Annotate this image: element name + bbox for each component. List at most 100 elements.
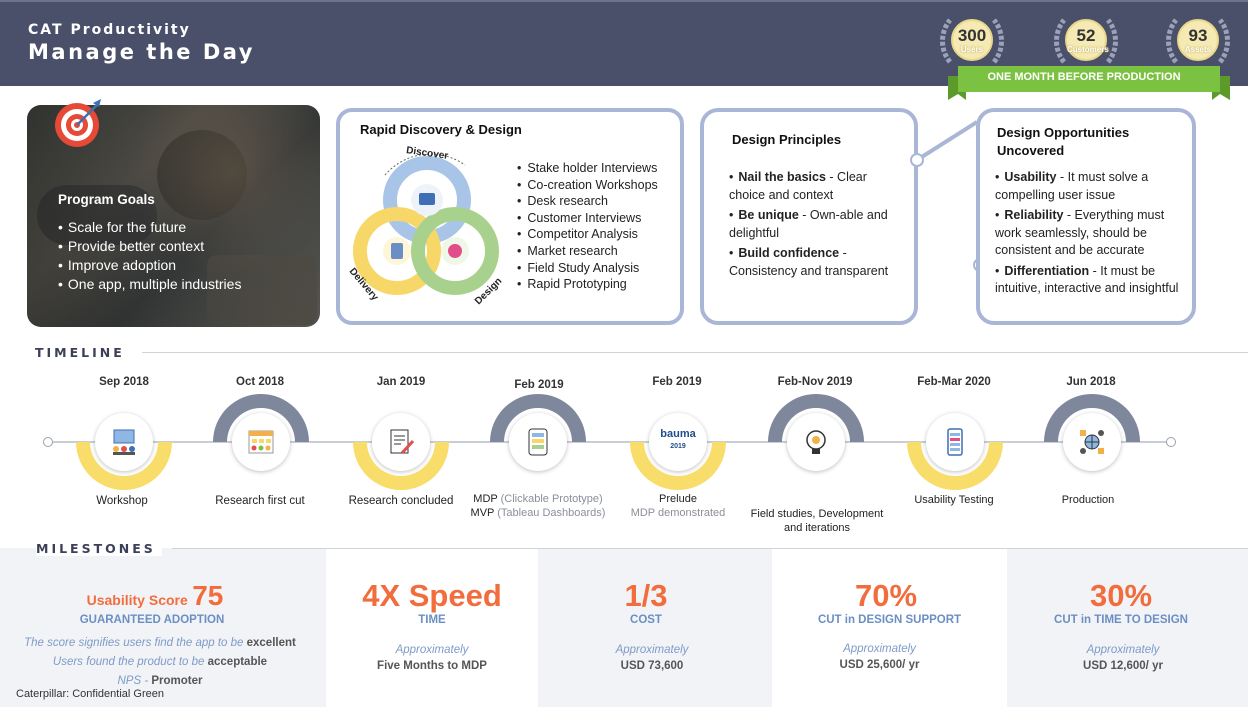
timeline-label: MDP [473,493,498,505]
timeline-node-mdp [509,413,567,471]
timeline-label-mdp: MDP (Clickable Prototype) MVP (Tableau D… [462,492,614,520]
timeline-label: Research concluded [348,495,454,507]
method-item: Stake holder Interviews [517,160,658,177]
timeline-node-field-studies [787,413,845,471]
method-item: Customer Interviews [517,210,658,227]
goal-item: One app, multiple industries [58,275,242,294]
stat-badge-assets: 93 Assets [1162,10,1234,72]
opportunity-name: Differentiation [1004,263,1090,278]
timeline-end-node [1166,437,1176,447]
page-title: Manage the Day [28,40,255,64]
principle-text: - Consistency and transparent [729,246,889,278]
timeline-label: Usability Testing [914,494,994,506]
stat-assets-value: 93 [1188,26,1208,45]
opportunity-item: • Usability - It must solve a compelling … [995,170,1149,202]
milestone-caption: GUARANTEED ADOPTION [79,614,225,626]
timeline-date: Feb 2019 [652,376,702,388]
bauma-logo-year: 2019 [670,443,686,450]
program-goals-list: Scale for the future Provide better cont… [58,218,242,294]
laurel-icon [1166,18,1230,64]
timeline-label: Research first cut [215,495,305,507]
stat-users-value: 300 [957,26,987,45]
opportunity-item: • Differentiation - It must be intuitive,… [995,263,1179,296]
timeline-date: Feb-Nov 2019 [777,376,853,388]
opportunity-text: - It must solve a compelling user issue [995,170,1149,202]
principle-item: • Build confidence - Consistency and tran… [729,246,889,278]
discovery-cycle-diagram [353,153,499,295]
timeline-node-workshop [95,413,153,471]
timeline-date: Jan 2019 [376,376,426,388]
timeline-axis [52,441,1168,443]
timeline-date: Oct 2018 [236,376,284,388]
timeline-label: Production [1061,494,1115,506]
header-banner: CAT Productivity Manage the Day [0,0,1248,86]
document-pen-icon [390,429,415,455]
milestones-title: MILESTONES [36,541,162,556]
ribbon-text: ONE MONTH BEFORE PRODUCTION [987,71,1181,83]
milestone-caption: COST [630,614,662,626]
milestone-value: 4X Speed [362,578,502,613]
milestone-panel [1007,548,1248,707]
milestone-value: 70% [854,578,918,613]
timeline-arc-top [213,394,309,442]
milestone-detail: USD 73,600 [620,660,684,672]
timeline-label: MVP [470,507,495,519]
laurel-icon [1054,18,1118,64]
principle-name: Nail the basics [738,170,826,184]
laurel-icon [940,18,1004,64]
design-principles-title: Design Principles [732,132,842,147]
design-opportunities-card [976,108,1196,325]
milestone-usability-score: Usability Score 75 [30,580,280,612]
timeline-arc-bottom [630,442,726,490]
goal-item: Improve adoption [58,256,241,275]
milestone-detail: USD 25,600/ yr [839,659,920,671]
opportunity-text: - Everything must work seamlessly, shoul… [995,208,1165,257]
milestone-panel [0,548,326,707]
opportunity-name: Usability [1004,170,1057,184]
timeline-date: Sep 2018 [99,376,149,388]
milestone-caption: CUT in DESIGN SUPPORT [817,614,962,626]
milestone-note: Users found the product to be acceptable [10,656,310,668]
timeline-label-prelude: Prelude MDP demonstrated [603,492,753,520]
method-item: Field Study Analysis [517,260,658,277]
timeline-date: Jun 2018 [1066,376,1116,388]
note-bold: excellent [246,637,296,649]
milestone-approx: Approximately [395,644,469,656]
opportunity-text: - It must be intuitive, interactive and … [995,263,1179,296]
timeline-label: Prelude [659,493,697,505]
note-text: Users found the product to be [52,656,205,668]
timeline-node-production [1063,413,1121,471]
milestone-note: The score signifies users find the app t… [10,637,310,649]
method-item: Competitor Analysis [517,226,658,243]
principle-item: • Be unique - Own-able and delightful [729,208,888,240]
principle-text: - Clear choice and context [729,170,867,202]
milestone-note: NPS - Promoter [10,675,310,687]
timeline-sublabel: MDP demonstrated [630,507,726,519]
rapid-discovery-title: Rapid Discovery & Design [360,122,522,137]
milestone-panel [772,548,1007,707]
note-text: NPS - [117,675,149,687]
timeline-start-node [43,437,53,447]
header-subtitle: CAT Productivity [28,22,191,38]
note-text: The score signifies users find the app t… [24,637,244,649]
timeline-node-research-concluded [372,413,430,471]
timeline-arc-bottom [76,442,172,490]
timeline-label: Workshop [96,495,148,507]
lightbulb-gear-icon [806,430,826,454]
timeline-arc-top [768,394,864,442]
design-opportunities-title: Design Opportunities Uncovered [997,125,1130,158]
timeline-node-prelude: bauma 2019 [649,413,707,471]
stat-users-label: Users [960,45,984,54]
principle-text: - Own-able and delightful [729,208,888,240]
milestone-detail: Five Months to MDP [377,660,487,672]
milestone-approx: Approximately [843,643,916,655]
stat-assets-label: Assets [1184,45,1212,54]
goal-item: Provide better context [58,237,241,256]
stat-customers-label: Customers [1067,45,1109,54]
milestone-panel [538,548,772,707]
timeline-arc-top [490,394,586,442]
note-bold: Promoter [151,675,203,687]
goal-item: Scale for the future [58,218,241,237]
milestone-panel [326,548,538,707]
